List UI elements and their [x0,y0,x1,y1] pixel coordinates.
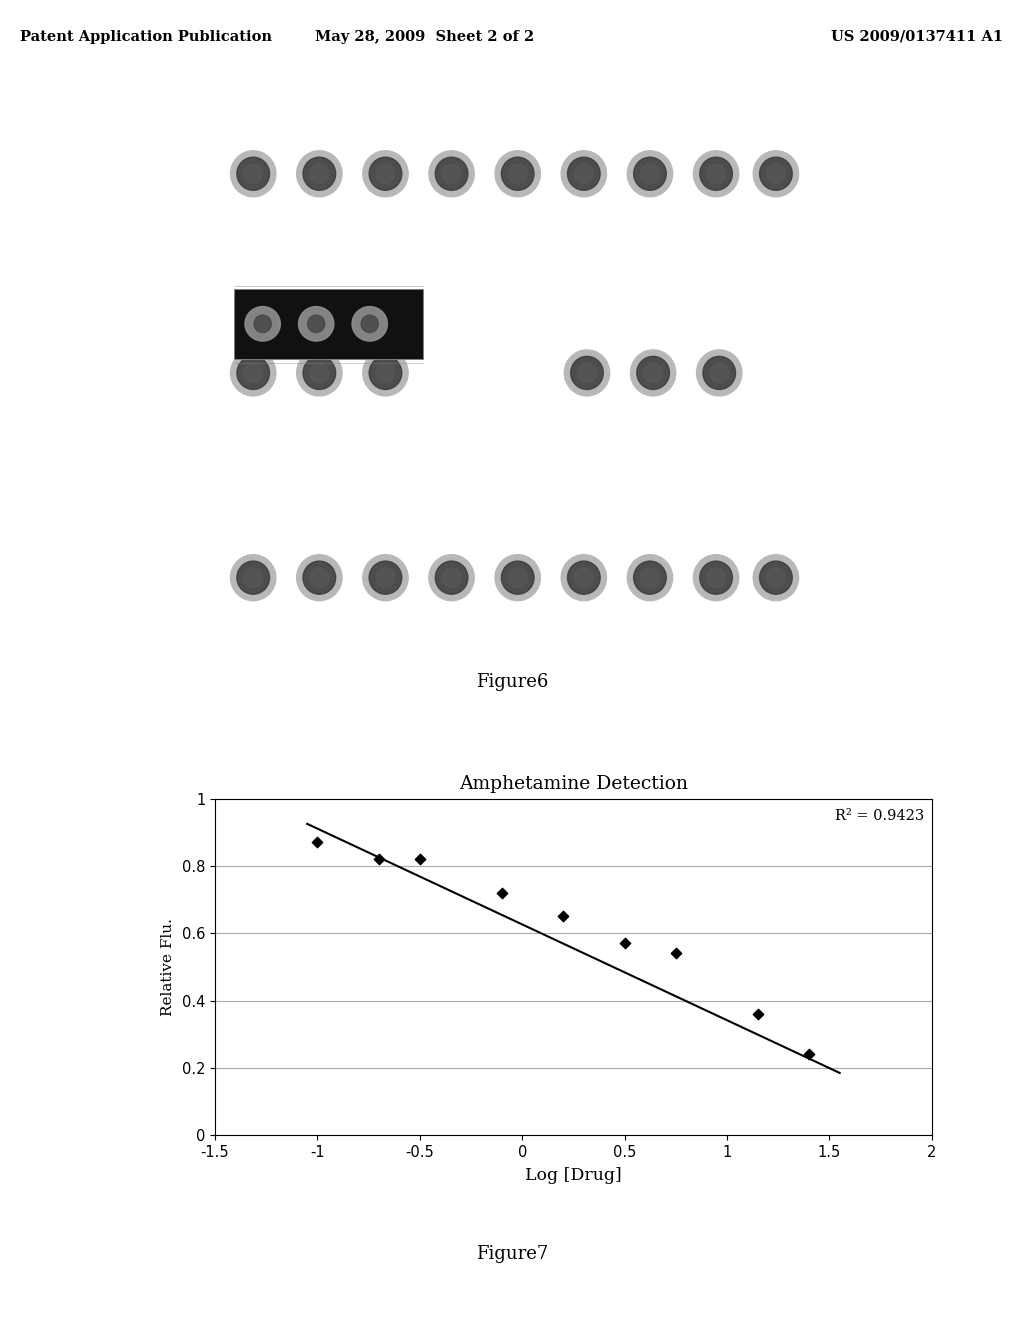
Ellipse shape [303,356,336,389]
Ellipse shape [644,363,663,383]
Ellipse shape [570,356,603,389]
Ellipse shape [508,164,527,183]
Ellipse shape [760,561,793,594]
Ellipse shape [766,568,785,587]
Point [801,1044,817,1065]
Ellipse shape [297,554,342,601]
Ellipse shape [574,568,593,587]
Ellipse shape [303,561,336,594]
Ellipse shape [362,150,409,197]
Ellipse shape [429,150,474,197]
Ellipse shape [361,315,378,333]
Point [616,933,633,954]
Ellipse shape [245,306,281,341]
Ellipse shape [561,554,606,601]
Ellipse shape [707,568,726,587]
Ellipse shape [237,157,269,190]
Ellipse shape [707,164,726,183]
Ellipse shape [244,568,263,587]
Y-axis label: Relative Flu.: Relative Flu. [161,917,175,1016]
Ellipse shape [628,554,673,601]
Ellipse shape [702,356,735,389]
X-axis label: Log [Drug]: Log [Drug] [525,1167,622,1184]
Ellipse shape [628,150,673,197]
Ellipse shape [237,561,269,594]
Ellipse shape [376,164,395,183]
Ellipse shape [297,150,342,197]
Ellipse shape [754,554,799,601]
Ellipse shape [310,363,329,383]
Ellipse shape [362,350,409,396]
Text: amphetamine: amphetamine [244,253,389,273]
Ellipse shape [508,568,527,587]
Ellipse shape [710,363,729,383]
Ellipse shape [230,554,275,601]
Text: Patent Application Publication: Patent Application Publication [20,30,272,44]
Ellipse shape [502,157,535,190]
Ellipse shape [637,356,670,389]
Ellipse shape [369,356,401,389]
Point [555,906,571,927]
Ellipse shape [352,306,387,341]
Ellipse shape [564,350,609,396]
Ellipse shape [693,150,738,197]
Ellipse shape [376,568,395,587]
Point [412,849,428,870]
Text: R² = 0.9423: R² = 0.9423 [836,809,925,822]
Ellipse shape [310,568,329,587]
Ellipse shape [766,164,785,183]
Ellipse shape [442,568,461,587]
Ellipse shape [244,164,263,183]
Ellipse shape [435,157,468,190]
Point [750,1003,766,1024]
Text: Figure7: Figure7 [476,1245,548,1263]
Ellipse shape [495,150,541,197]
Point [309,832,326,853]
Point [371,849,387,870]
Bar [234,289,423,359]
Ellipse shape [254,315,271,333]
Ellipse shape [699,561,732,594]
Ellipse shape [310,164,329,183]
Ellipse shape [696,350,742,396]
Text: May 28, 2009  Sheet 2 of 2: May 28, 2009 Sheet 2 of 2 [315,30,535,44]
Ellipse shape [237,356,269,389]
Ellipse shape [760,157,793,190]
Ellipse shape [699,157,732,190]
Ellipse shape [429,554,474,601]
Ellipse shape [634,157,667,190]
Ellipse shape [297,350,342,396]
Ellipse shape [244,363,263,383]
Ellipse shape [578,363,597,383]
Ellipse shape [754,150,799,197]
Ellipse shape [299,306,334,341]
Ellipse shape [369,561,401,594]
Ellipse shape [567,157,600,190]
Ellipse shape [362,554,409,601]
Ellipse shape [502,561,535,594]
Ellipse shape [307,315,325,333]
Ellipse shape [442,164,461,183]
Ellipse shape [369,157,401,190]
Ellipse shape [640,568,659,587]
Ellipse shape [693,554,738,601]
Ellipse shape [574,164,593,183]
Ellipse shape [495,554,541,601]
Text: US 2009/0137411 A1: US 2009/0137411 A1 [831,30,1004,44]
Ellipse shape [230,150,275,197]
Point [494,882,510,903]
Ellipse shape [640,164,659,183]
Ellipse shape [634,561,667,594]
Ellipse shape [376,363,395,383]
Ellipse shape [567,561,600,594]
Title: Amphetamine Detection: Amphetamine Detection [459,775,688,793]
Ellipse shape [561,150,606,197]
Text: Figure6: Figure6 [476,673,548,692]
Ellipse shape [631,350,676,396]
Point [668,942,684,964]
Ellipse shape [435,561,468,594]
Ellipse shape [230,350,275,396]
Ellipse shape [303,157,336,190]
